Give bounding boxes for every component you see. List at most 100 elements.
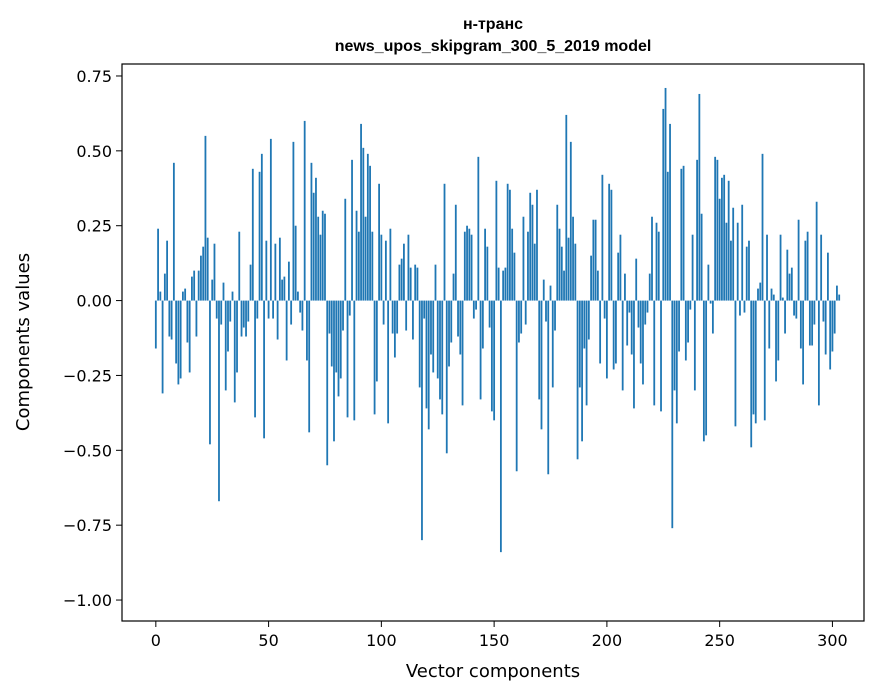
bar <box>502 270 505 301</box>
bar <box>549 285 552 301</box>
x-tick-label: 100 <box>366 631 397 650</box>
bar <box>389 228 392 301</box>
bar <box>251 168 254 301</box>
bar <box>186 300 189 343</box>
y-tick-label: −0.50 <box>63 441 112 460</box>
bar <box>768 300 771 349</box>
bar <box>754 300 757 424</box>
bar <box>752 300 755 415</box>
bar <box>274 243 277 301</box>
bar <box>750 300 753 448</box>
bar <box>551 300 554 388</box>
bar <box>642 300 644 385</box>
bar <box>495 180 498 301</box>
bar <box>161 300 164 394</box>
bar <box>285 300 288 361</box>
bar <box>739 300 741 316</box>
bar <box>287 261 290 301</box>
bar <box>506 183 509 301</box>
bar <box>375 300 378 382</box>
bar <box>373 300 376 415</box>
bar <box>599 300 602 364</box>
bar <box>594 219 597 301</box>
bar <box>770 288 773 301</box>
bar <box>222 282 225 301</box>
bar <box>590 255 592 301</box>
bar <box>172 162 175 301</box>
y-tick-label: −0.75 <box>63 516 112 535</box>
bar <box>224 300 227 391</box>
bar <box>468 228 471 301</box>
bar <box>673 300 676 391</box>
bar <box>619 234 622 301</box>
bar <box>793 300 795 316</box>
bar <box>238 231 241 301</box>
bar <box>452 273 455 301</box>
bar <box>714 156 717 301</box>
bar <box>639 300 642 364</box>
bar <box>657 231 660 301</box>
bar <box>533 243 536 301</box>
bar <box>450 300 453 343</box>
bar <box>283 276 286 301</box>
bar <box>206 237 209 301</box>
bar <box>321 210 324 301</box>
bar <box>836 285 838 301</box>
bar <box>463 231 466 301</box>
bar <box>233 300 236 403</box>
bar <box>766 234 768 301</box>
bar <box>772 294 775 301</box>
bar <box>808 300 811 346</box>
bar <box>412 300 414 340</box>
bar <box>775 300 777 382</box>
bar <box>748 240 750 301</box>
bar <box>294 225 297 301</box>
bar <box>405 300 408 331</box>
bar <box>711 300 714 334</box>
bar <box>723 174 726 301</box>
bar <box>193 270 196 301</box>
bar <box>563 270 565 301</box>
y-tick-label: 0.25 <box>76 217 112 236</box>
bar <box>461 300 464 406</box>
bar <box>254 300 256 418</box>
y-tick-label: 0.00 <box>76 292 112 311</box>
bar <box>621 300 624 391</box>
bar <box>396 300 399 334</box>
bar <box>324 213 326 301</box>
bar <box>565 114 568 301</box>
bar <box>351 159 353 301</box>
bar <box>163 273 166 301</box>
bar <box>757 288 759 301</box>
bar <box>547 300 550 475</box>
bar <box>822 300 825 322</box>
bar <box>646 300 649 313</box>
bar <box>371 231 374 301</box>
bar <box>567 237 570 301</box>
bar <box>700 213 703 301</box>
bar <box>416 267 419 301</box>
x-axis-label: Vector components <box>406 661 580 682</box>
bar <box>693 300 696 391</box>
bar <box>272 300 274 319</box>
bar <box>759 282 762 301</box>
bar <box>220 300 223 325</box>
bar <box>497 267 500 301</box>
x-tick-label: 50 <box>258 631 278 650</box>
bar <box>170 300 173 340</box>
bar <box>260 153 263 301</box>
bar <box>384 240 387 301</box>
bar <box>457 300 459 337</box>
bar <box>475 300 477 310</box>
bar <box>202 246 205 301</box>
bar <box>727 180 730 301</box>
bar <box>583 300 586 349</box>
bar <box>630 300 633 355</box>
bar <box>603 300 606 319</box>
bar <box>518 300 520 343</box>
bar <box>684 300 687 361</box>
bar <box>509 189 511 301</box>
bar <box>804 240 807 301</box>
bar <box>355 210 358 301</box>
bar <box>493 300 496 421</box>
